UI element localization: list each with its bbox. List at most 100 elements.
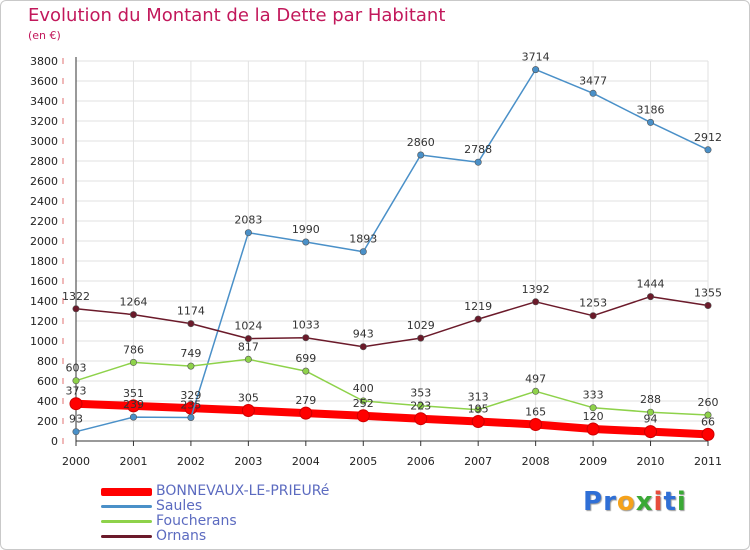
data-point [187,320,195,328]
data-label: 1990 [292,223,320,236]
data-label: 305 [238,392,259,405]
data-point [532,66,540,74]
data-label: 235 [180,399,201,412]
labels-series-4: 1322 1264 1174 1024 1033 943 1029 1219 1392 1253 1… [62,278,722,341]
data-point [701,427,715,441]
y-tick-label: 400 [37,395,58,408]
data-point [414,412,428,426]
x-tick-label: 2003 [234,455,262,468]
data-label: 1253 [579,297,607,310]
data-point [647,408,655,416]
y-tick-label: 0 [51,435,58,448]
labels-series-3: 603 786 749 817 699 400 353 313 497 333 288 260 [66,340,719,409]
data-label: 2788 [464,143,492,156]
series-line [75,358,709,416]
data-point [474,406,482,414]
data-label: 2912 [694,131,722,144]
data-label: 1392 [522,283,550,296]
data-label: 1024 [234,320,262,333]
data-label: 749 [180,347,201,360]
grid [75,60,709,442]
data-point [474,315,482,323]
data-point [647,118,655,126]
data-label: 3186 [637,103,665,116]
y-tick-label: 3800 [30,55,58,68]
data-label: 943 [353,328,374,341]
y-tick-label: 1200 [30,315,58,328]
data-point [187,413,195,421]
series-2 [72,66,712,436]
data-label: 195 [468,403,489,416]
data-point [69,397,83,411]
data-label: 1264 [119,296,147,309]
data-point [417,402,425,410]
data-point [72,305,80,313]
proxiti-logo: Proxiti [583,487,687,517]
data-point [417,151,425,159]
data-label: 333 [583,389,604,402]
series-line [75,295,709,348]
data-point [302,334,310,342]
data-point [532,387,540,395]
y-tick-label: 3200 [30,115,58,128]
legend-label: BONNEVAUX-LE-PRIEURé [156,483,330,499]
data-label: 252 [353,397,374,410]
data-label: 1322 [62,290,90,303]
data-point [471,415,485,428]
data-label: 288 [640,393,661,406]
y-tick-label: 600 [37,375,58,388]
labels-series-1: 373 351 329 305 279 252 223 195 165 120 94 66 [66,385,716,429]
x-tick-label: 2001 [119,455,147,468]
data-point [72,377,80,385]
logo-letter: r [603,487,617,517]
data-point [302,238,310,246]
chart-title: Evolution du Montant de la Dette par Hab… [28,5,446,26]
series-line [75,68,709,433]
data-point [704,146,712,154]
data-label: 817 [238,340,259,353]
y-tick-label: 2200 [30,215,58,228]
x-tick-label: 2009 [579,455,607,468]
y-tick-label: 1400 [30,295,58,308]
y-tick-label: 2400 [30,195,58,208]
y-tick-label: 3400 [30,95,58,108]
data-point [474,158,482,166]
data-label: 3477 [579,74,607,87]
data-point [644,425,658,439]
data-point [417,334,425,342]
data-point [241,404,255,417]
data-point [586,422,600,436]
data-point [244,229,252,237]
data-label: 66 [701,415,715,428]
y-tick-label: 200 [37,415,58,428]
data-label: 94 [644,413,658,426]
data-point [647,293,655,301]
data-label: 400 [353,382,374,395]
data-point [299,406,313,420]
y-tick-label: 2800 [30,155,58,168]
plot-area [76,61,708,441]
x-tick-label: 2000 [62,455,90,468]
data-label: 1893 [349,233,377,246]
y-tick-label: 2600 [30,175,58,188]
y-tick-label: 1800 [30,255,58,268]
data-label: 373 [66,385,87,398]
y-tick-label: 2000 [30,235,58,248]
data-point [244,335,252,343]
data-label: 2860 [407,136,435,149]
data-label: 279 [295,394,316,407]
data-label: 699 [295,352,316,365]
legend-swatch [101,505,152,508]
data-label: 1219 [464,300,492,313]
series-3 [72,355,712,419]
data-label: 3714 [522,51,550,64]
y-tick-label: 3600 [30,75,58,88]
x-tick-label: 2008 [522,455,550,468]
legend-label: Saules [156,498,203,514]
legend-swatch [101,488,152,496]
data-point [126,399,140,413]
data-label: 120 [583,410,604,423]
y-tick-label: 3000 [30,135,58,148]
legend-swatch [101,520,152,523]
